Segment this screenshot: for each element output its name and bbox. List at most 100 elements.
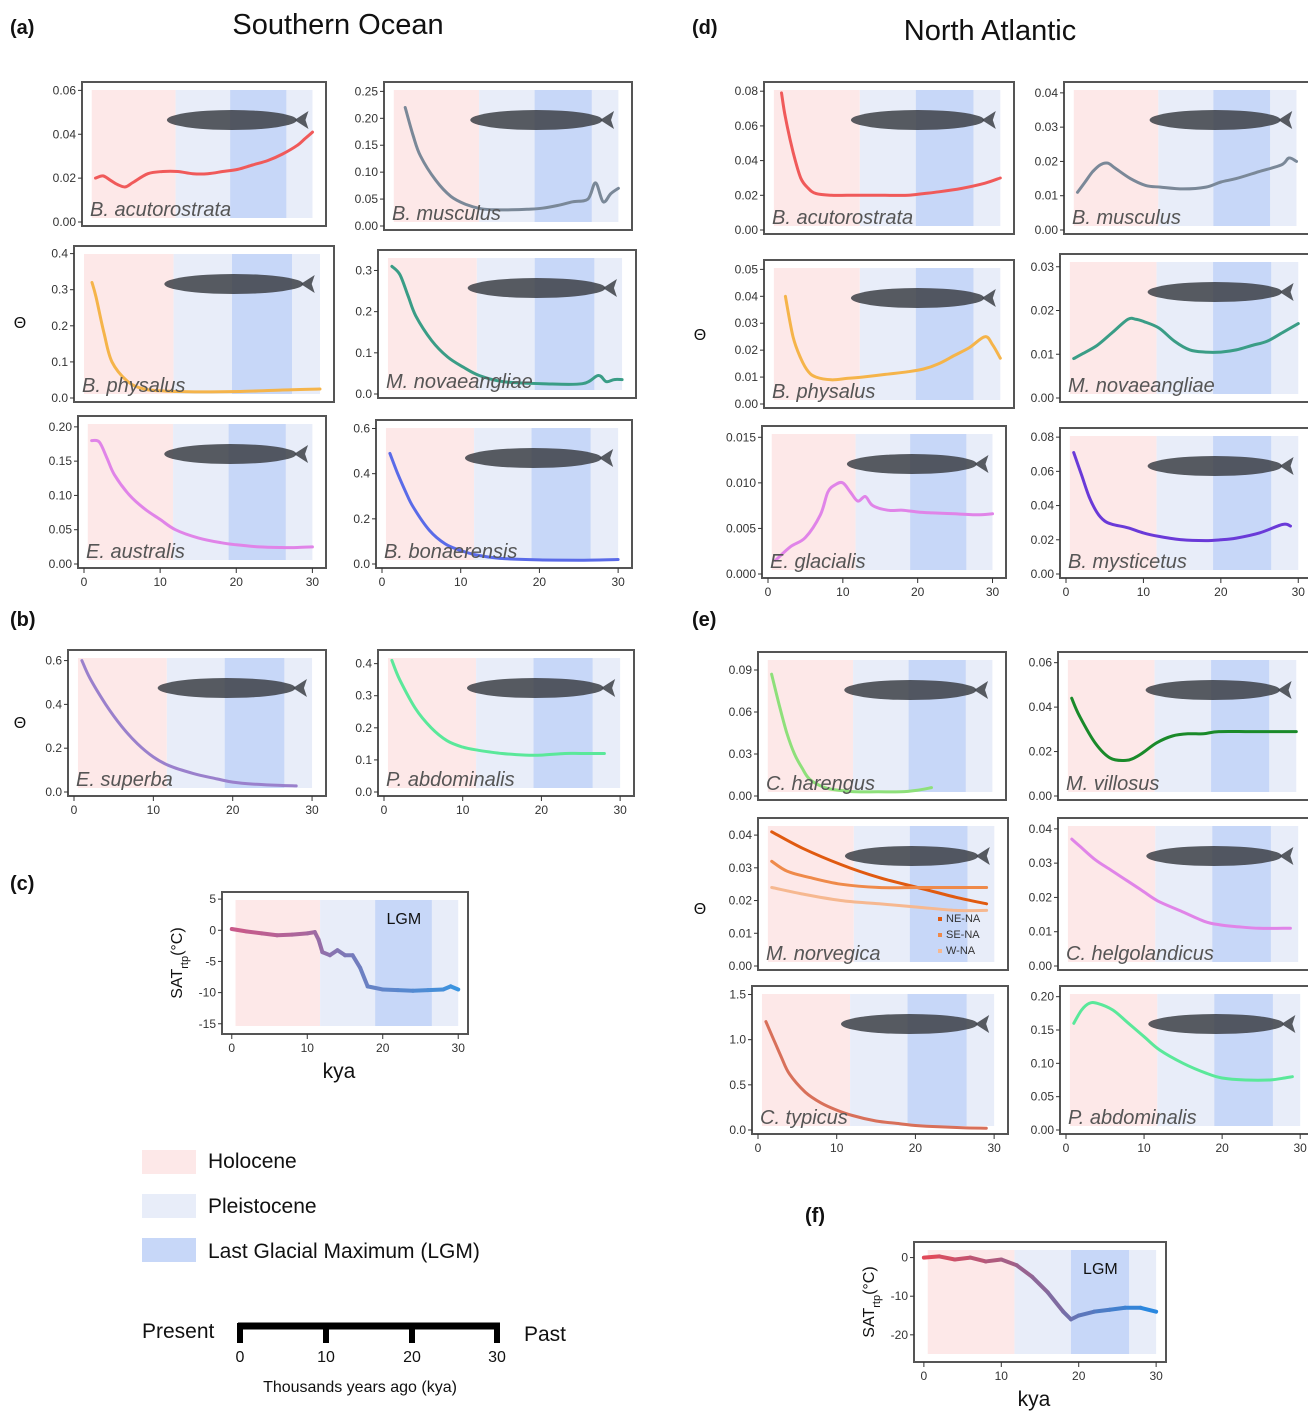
data-point bbox=[290, 933, 294, 937]
y-tick-label: 0.06 bbox=[729, 705, 753, 719]
data-point bbox=[1142, 320, 1145, 323]
data-point bbox=[245, 929, 249, 934]
sat-line-segment bbox=[1030, 1274, 1050, 1295]
band-lgm bbox=[375, 900, 432, 1026]
y-tick-label: 0.3 bbox=[355, 263, 372, 277]
y-tick-label: 0.0 bbox=[729, 1123, 746, 1137]
species-illustration-tail-icon bbox=[1278, 111, 1293, 129]
data-point bbox=[780, 1056, 783, 1059]
species-illustration-icon bbox=[1146, 846, 1282, 866]
y-tick-label: 1.0 bbox=[729, 1033, 746, 1047]
data-point bbox=[319, 388, 321, 390]
y-tick-label: 0.5 bbox=[729, 1078, 746, 1092]
y-tick-label: 0 bbox=[209, 923, 216, 937]
band-holocene bbox=[1069, 262, 1157, 394]
data-point bbox=[281, 546, 283, 549]
species-illustration-icon bbox=[846, 454, 977, 474]
data-point bbox=[784, 116, 787, 119]
y-tick-label: 0.04 bbox=[1035, 86, 1059, 100]
data-point bbox=[617, 187, 620, 190]
data-point bbox=[1180, 910, 1182, 912]
y-tick-label: 0.03 bbox=[1031, 260, 1055, 274]
x-tick-label: 30 bbox=[1294, 1141, 1308, 1155]
data-point bbox=[991, 513, 994, 515]
y-tick-label: 0.06 bbox=[1031, 464, 1055, 478]
data-point bbox=[320, 950, 324, 954]
data-point bbox=[89, 677, 91, 679]
y-tick-label: 0.02 bbox=[1035, 154, 1059, 168]
data-point bbox=[914, 1124, 917, 1127]
data-point bbox=[801, 847, 804, 849]
title-southern-ocean: Southern Ocean bbox=[232, 9, 443, 41]
species-illustration-icon bbox=[470, 110, 603, 130]
species-illustration-tail-icon bbox=[294, 111, 309, 129]
data-point bbox=[459, 549, 462, 552]
data-point bbox=[799, 357, 802, 360]
data-point bbox=[819, 513, 822, 516]
x-tick-label: 0 bbox=[381, 803, 388, 817]
sat-line-segment bbox=[275, 932, 295, 938]
y-tick-label: 0.4 bbox=[45, 697, 62, 711]
sat-line-segment bbox=[410, 988, 431, 993]
y-tick-label: 0.20 bbox=[355, 111, 379, 125]
x-tick-label: 0 bbox=[71, 803, 78, 817]
y-tick-label: 0.06 bbox=[1029, 656, 1053, 670]
data-point bbox=[1181, 538, 1183, 541]
band-holocene bbox=[385, 428, 475, 560]
data-point bbox=[311, 131, 314, 133]
y-tick-label: 0.08 bbox=[1031, 430, 1055, 444]
data-point bbox=[1114, 167, 1117, 170]
data-point bbox=[1112, 1009, 1114, 1011]
data-point bbox=[412, 133, 414, 136]
data-point bbox=[976, 513, 979, 516]
data-point bbox=[102, 175, 104, 177]
data-point bbox=[808, 778, 811, 780]
plot-frame bbox=[73, 245, 335, 403]
data-point bbox=[1076, 191, 1079, 194]
y-tick-label: 0.2 bbox=[45, 741, 62, 755]
x-tick-label: 10 bbox=[454, 575, 468, 589]
data-point bbox=[1173, 340, 1176, 342]
band-holocene bbox=[767, 826, 854, 962]
data-point bbox=[1189, 349, 1191, 351]
y-tick-label: 0.01 bbox=[735, 370, 759, 384]
data-point bbox=[792, 151, 794, 153]
data-point bbox=[609, 192, 612, 195]
data-point bbox=[786, 870, 788, 872]
y-tick-label: 0.10 bbox=[355, 165, 379, 179]
data-point bbox=[1078, 845, 1081, 847]
species-illustration-icon bbox=[1147, 282, 1283, 302]
y-tick-label: 0.4 bbox=[51, 247, 68, 261]
data-point bbox=[538, 559, 541, 561]
series-line bbox=[1072, 451, 1292, 543]
data-point bbox=[1220, 351, 1222, 353]
band-holocene bbox=[91, 90, 176, 218]
data-point bbox=[884, 194, 886, 197]
data-point bbox=[1103, 520, 1106, 522]
data-point bbox=[502, 380, 504, 383]
data-point bbox=[111, 361, 113, 363]
x-tick-label: 20 bbox=[1072, 1369, 1086, 1383]
y-tick-label: 0.02 bbox=[53, 171, 77, 185]
data-point bbox=[296, 144, 299, 147]
data-point bbox=[524, 754, 527, 756]
chart-b2: 0.4 0.3 0.2 0.1 0.0 0 10 20 30 P. abdominalis bbox=[355, 649, 635, 817]
y-tick-label: 0.02 bbox=[1031, 533, 1055, 547]
series-line bbox=[90, 281, 322, 394]
data-point bbox=[1182, 1062, 1184, 1065]
data-point bbox=[343, 953, 347, 957]
data-point bbox=[1092, 1310, 1096, 1314]
species-label: C. typicus bbox=[760, 1107, 848, 1129]
series-line bbox=[764, 1020, 988, 1130]
y-tick-label: 0.02 bbox=[729, 894, 753, 908]
timeline-label-0: 0 bbox=[236, 1349, 245, 1366]
y-tick-label: 0.2 bbox=[355, 305, 372, 319]
y-tick-label: 0.6 bbox=[45, 654, 62, 668]
x-tick-label: 10 bbox=[995, 1369, 1009, 1383]
data-point bbox=[1257, 170, 1260, 173]
y-tick-label: 0.0 bbox=[45, 785, 62, 799]
sat-line-segment bbox=[259, 931, 280, 938]
y-tick-label: 0.03 bbox=[1029, 856, 1053, 870]
data-point bbox=[1127, 1022, 1130, 1025]
species-label: C. harengus bbox=[766, 773, 875, 795]
